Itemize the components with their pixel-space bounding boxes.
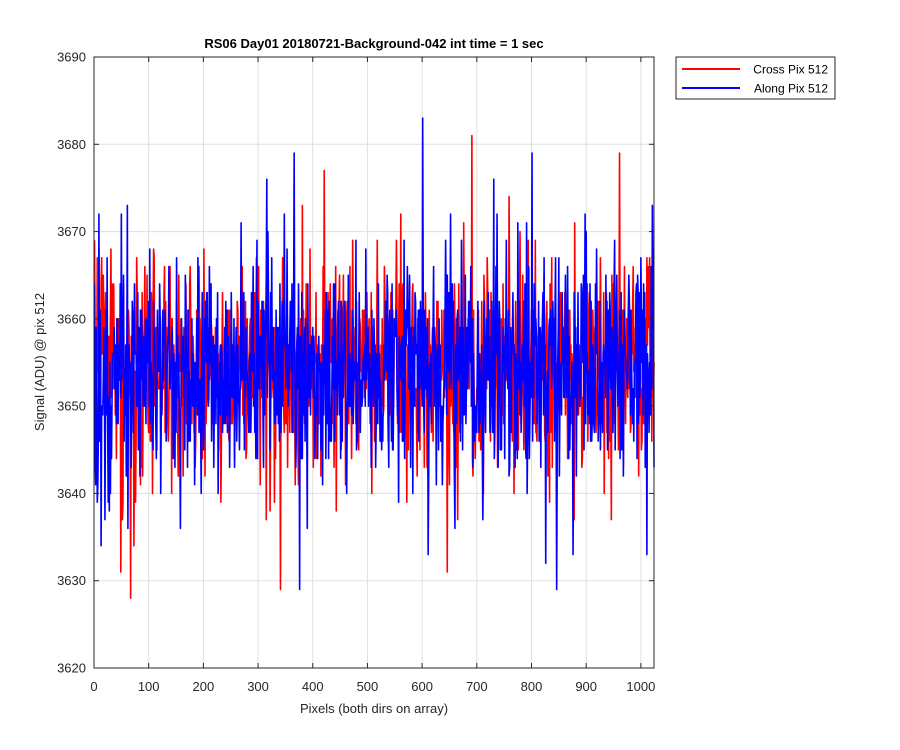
x-tick-label: 900 — [575, 679, 597, 694]
legend: Cross Pix 512 Along Pix 512 — [675, 56, 836, 100]
legend-box — [675, 56, 836, 100]
legend-label-along: Along Pix 512 — [754, 82, 828, 96]
chart-title: RS06 Day01 20180721-Background-042 int t… — [204, 36, 543, 51]
axes-box — [93, 56, 655, 669]
x-tick-label: 800 — [521, 679, 543, 694]
x-tick-label: 600 — [411, 679, 433, 694]
x-axis-label: Pixels (both dirs on array) — [300, 701, 448, 716]
x-tick-label: 700 — [466, 679, 488, 694]
x-tick-label: 400 — [302, 679, 324, 694]
y-tick-label: 3650 — [57, 399, 86, 414]
x-tick-label: 0 — [90, 679, 97, 694]
x-tick-label: 200 — [193, 679, 215, 694]
y-tick-label: 3620 — [57, 661, 86, 676]
x-tick-label: 300 — [247, 679, 269, 694]
y-tick-label: 3690 — [57, 50, 86, 65]
legend-label-cross: Cross Pix 512 — [753, 63, 828, 77]
y-tick-label: 3680 — [57, 137, 86, 152]
y-tick-label: 3630 — [57, 573, 86, 588]
y-axis-label: Signal (ADU) @ pix 512 — [32, 293, 47, 431]
x-tick-label: 1000 — [626, 679, 655, 694]
x-tick-label: 100 — [138, 679, 160, 694]
series-line-along-pix-512 — [93, 117, 655, 591]
y-tick-label: 3640 — [57, 486, 86, 501]
x-tick-label: 500 — [357, 679, 379, 694]
x-axis-ticks: 0 100 200 300 400 500 600 700 800 900 1000 — [90, 57, 655, 694]
y-tick-label: 3660 — [57, 311, 86, 326]
y-tick-label: 3670 — [57, 224, 86, 239]
plot-series — [93, 117, 655, 599]
y-axis-ticks: 3620 3630 3640 3650 3660 3670 3680 3690 — [57, 50, 654, 676]
